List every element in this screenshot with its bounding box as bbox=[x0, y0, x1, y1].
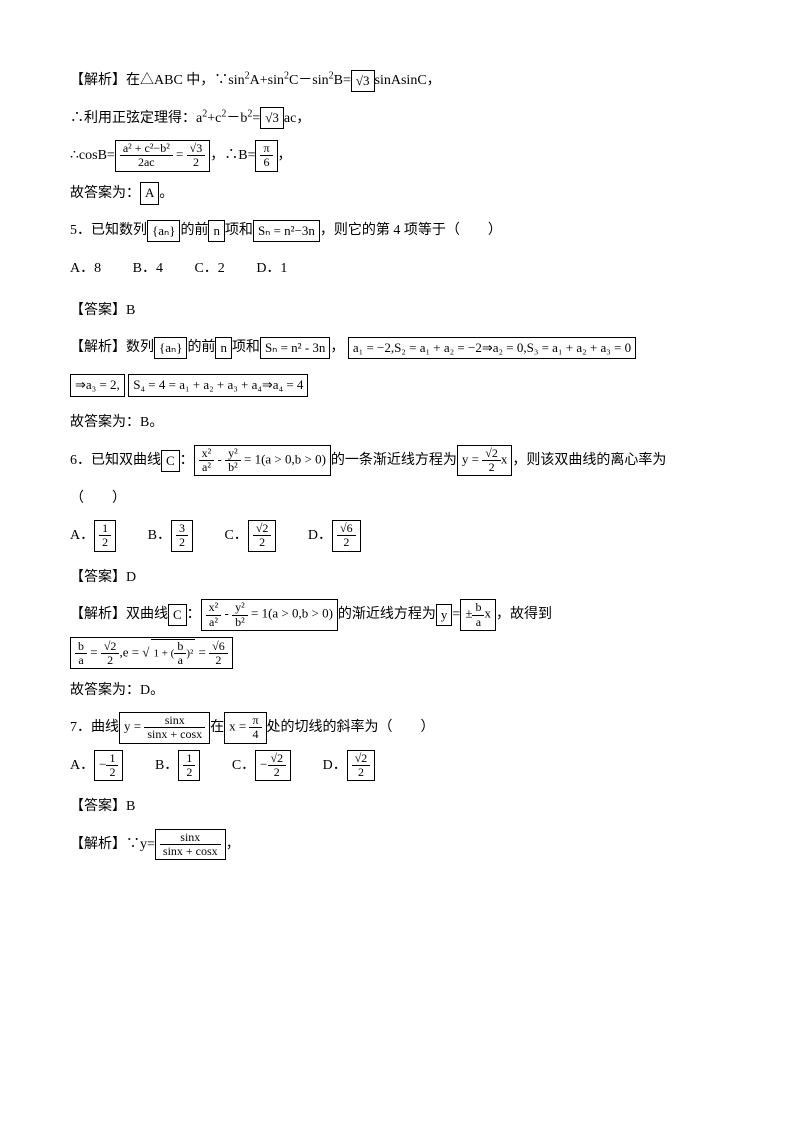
q5-end: 故答案为：B。 bbox=[70, 406, 730, 440]
pi6-box: π6 bbox=[255, 140, 277, 171]
hyperbola-box2: x²a² - y²b² = 1(a > 0,b > 0) bbox=[201, 599, 338, 630]
q6-analysis: 【解析】双曲线C： x²a² - y²b² = 1(a > 0,b > 0) 的… bbox=[70, 598, 730, 632]
q6-stem: 6．已知双曲线C： x²a² - y²b² = 1(a > 0,b > 0) 的… bbox=[70, 444, 730, 478]
q6-answer: 【答案】D bbox=[70, 561, 730, 595]
sqrt3-box: √3 bbox=[351, 70, 375, 92]
n-box2: n bbox=[215, 337, 232, 359]
cosb-box: a² + c²−b²2ac = √32 bbox=[115, 140, 210, 171]
n-box: n bbox=[208, 220, 225, 242]
calc1-box: a₁ = −2,S₂ = a₁ + a₂ = −2⇒a₂ = 0,S₃ = a₁… bbox=[348, 337, 636, 359]
eccentricity-box: ba = √22,e = √1 + (ba)² = √62 bbox=[70, 637, 233, 669]
q5-options: A．8 B．4 C．2 D．1 bbox=[70, 252, 730, 286]
q7-opt-d: D．√22 bbox=[323, 758, 376, 773]
q7-analysis: 【解析】∵y= sinxsinx + cosx ， bbox=[70, 828, 730, 862]
hyperbola-box: x²a² - y²b² = 1(a > 0,b > 0) bbox=[194, 445, 331, 476]
calc2-box: ⇒a₃ = 2, bbox=[70, 374, 125, 396]
ans-a-box: A bbox=[140, 182, 159, 204]
q6-options: A．12 B．32 C．√22 D．√62 bbox=[70, 519, 730, 553]
curve-box2: sinxsinx + cosx bbox=[155, 829, 226, 860]
analysis-label: 【解析】 bbox=[70, 73, 126, 88]
q7-opt-a: A．−12 bbox=[70, 758, 123, 773]
y-box: y bbox=[436, 604, 453, 626]
q5-opt-c: C．2 bbox=[194, 261, 224, 276]
q6-stem2: （ ） bbox=[70, 482, 730, 516]
q5-opt-a: A．8 bbox=[70, 261, 101, 276]
q7-opt-c: C．−√22 bbox=[232, 758, 291, 773]
q4-line2: ∴利用正弦定理得：a2+c2－b2=√3ac， bbox=[70, 102, 730, 136]
q5-analysis2: ⇒a₃ = 2, S₄ = 4 = a₁ + a₂ + a₃ + a₄⇒a₄ =… bbox=[70, 369, 730, 403]
q6-opt-c: C．√22 bbox=[224, 528, 276, 543]
curve-box: y = sinxsinx + cosx bbox=[119, 712, 210, 743]
an-box: {aₙ} bbox=[147, 220, 180, 242]
calc3-box: S₄ = 4 = a₁ + a₂ + a₃ + a₄⇒a₄ = 4 bbox=[128, 374, 308, 396]
q5-answer: 【答案】B bbox=[70, 294, 730, 328]
q5-stem: 5．已知数列{aₙ}的前n项和Sₙ = n²−3n，则它的第 4 项等于（ ） bbox=[70, 214, 730, 248]
xval-box: x = π4 bbox=[224, 712, 266, 743]
q6-opt-b: B．32 bbox=[148, 528, 193, 543]
an-box2: {aₙ} bbox=[154, 337, 187, 359]
q7-stem: 7．曲线 y = sinxsinx + cosx 在 x = π4 处的切线的斜… bbox=[70, 711, 730, 745]
q4-line3: ∴cosB= a² + c²−b²2ac = √32 ，∴B=π6， bbox=[70, 139, 730, 173]
q4-line4: 故答案为：A。 bbox=[70, 177, 730, 211]
q6-opt-a: A．12 bbox=[70, 528, 116, 543]
q6-end: 故答案为：D。 bbox=[70, 674, 730, 708]
sn-box: Sₙ = n²−3n bbox=[253, 220, 320, 242]
q5-analysis: 【解析】数列{aₙ}的前n项和Sₙ = n² - 3n， a₁ = −2,S₂ … bbox=[70, 331, 730, 365]
c-box2: C bbox=[168, 604, 187, 626]
ba-box: ±bax bbox=[460, 599, 496, 630]
q5-opt-d: D．1 bbox=[256, 261, 287, 276]
c-box: C bbox=[161, 450, 180, 472]
sn-box2: Sₙ = n² - 3n bbox=[260, 337, 330, 359]
q5-opt-b: B．4 bbox=[133, 261, 163, 276]
q7-options: A．−12 B．12 C．−√22 D．√22 bbox=[70, 749, 730, 783]
sqrt3-box2: √3 bbox=[260, 107, 284, 129]
q4-line1: 【解析】在△ABC 中，∵sin2A+sin2C－sin2B=√3sinAsin… bbox=[70, 64, 730, 98]
asymptote-box: y = √22x bbox=[457, 445, 512, 476]
q7-opt-b: B．12 bbox=[155, 758, 200, 773]
q7-answer: 【答案】B bbox=[70, 790, 730, 824]
q6-opt-d: D．√62 bbox=[308, 528, 361, 543]
q6-analysis2: ba = √22,e = √1 + (ba)² = √62 bbox=[70, 636, 730, 670]
